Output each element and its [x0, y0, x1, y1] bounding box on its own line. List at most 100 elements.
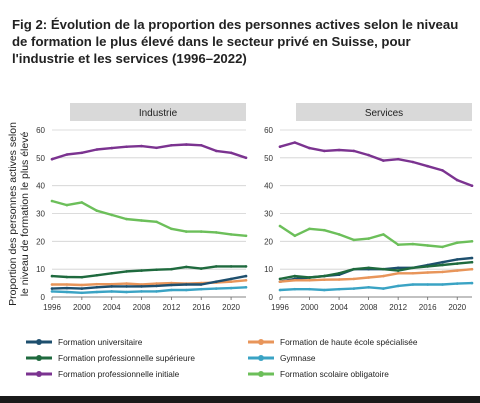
data-point-services-formation-scolaire-obligatoire-2020 — [455, 241, 459, 244]
legend-marker-formation-de-haute-ecole-specialisee — [258, 339, 264, 345]
data-point-industrie-formation-scolaire-obligatoire-2008 — [140, 219, 143, 222]
data-point-industrie-formation-universitaire-2020 — [229, 277, 233, 281]
data-point-services-gymnase-2022 — [470, 281, 474, 285]
data-point-services-formation-de-haute-ecole-specialisee-2014 — [411, 272, 415, 275]
data-point-services-formation-scolaire-obligatoire-2014 — [411, 242, 415, 246]
data-point-industrie-formation-professionnelle-superieure-2012 — [170, 267, 173, 271]
x-tick-label-industrie-2016: 2016 — [192, 303, 210, 312]
data-point-services-gymnase-2018 — [441, 283, 444, 286]
data-point-industrie-formation-professionnelle-initiale-2008 — [140, 144, 143, 148]
data-point-industrie-formation-professionnelle-initiale-2010 — [155, 146, 158, 150]
x-tick-label-services-2004: 2004 — [330, 303, 348, 312]
data-point-industrie-formation-professionnelle-superieure-1996 — [50, 274, 54, 278]
data-point-services-formation-universitaire-2018 — [441, 260, 444, 264]
data-point-services-gymnase-2010 — [382, 287, 385, 290]
data-point-industrie-gymnase-2002 — [95, 290, 99, 294]
data-point-industrie-formation-professionnelle-initiale-2012 — [170, 144, 173, 147]
data-point-services-formation-professionnelle-initiale-2000 — [308, 146, 311, 150]
x-tick-label-services-2016: 2016 — [419, 303, 437, 312]
x-tick-label-services-2000: 2000 — [301, 303, 319, 312]
data-point-industrie-formation-professionnelle-superieure-2002 — [95, 274, 99, 277]
y-tick-label-industrie-30: 30 — [36, 210, 45, 219]
data-point-industrie-formation-professionnelle-superieure-2014 — [185, 265, 188, 269]
series-line-services-formation-scolaire-obligatoire — [278, 224, 474, 249]
data-point-industrie-formation-universitaire-2006 — [125, 285, 128, 288]
data-point-industrie-gymnase-2010 — [155, 290, 158, 293]
series-line-services-gymnase — [278, 281, 474, 292]
data-point-services-formation-scolaire-obligatoire-2000 — [308, 227, 311, 231]
data-point-services-formation-de-haute-ecole-specialisee-2022 — [470, 267, 474, 271]
y-tick-label-industrie-0: 0 — [41, 293, 46, 302]
data-point-services-formation-professionnelle-initiale-2014 — [411, 160, 415, 164]
data-point-industrie-formation-de-haute-ecole-specialisee-2002 — [95, 282, 99, 286]
data-point-services-gymnase-2006 — [352, 287, 356, 290]
data-point-services-formation-scolaire-obligatoire-2002 — [323, 228, 326, 232]
data-point-services-gymnase-2004 — [337, 287, 341, 291]
y-tick-label-services-0: 0 — [269, 293, 274, 302]
data-point-industrie-formation-professionnelle-superieure-2018 — [214, 265, 218, 268]
data-point-industrie-formation-professionnelle-initiale-2022 — [244, 156, 248, 160]
y-tick-label-industrie-20: 20 — [36, 237, 45, 246]
panel-title-services: Services — [365, 108, 403, 119]
data-point-industrie-formation-universitaire-2014 — [185, 283, 188, 286]
data-point-services-formation-professionnelle-superieure-2002 — [323, 274, 326, 278]
legend-label-formation-scolaire-obligatoire: Formation scolaire obligatoire — [280, 369, 389, 379]
legend-label-formation-universitaire: Formation universitaire — [58, 337, 143, 347]
data-point-industrie-formation-de-haute-ecole-specialisee-2022 — [244, 279, 248, 282]
legend-marker-formation-professionnelle-initiale — [36, 371, 42, 377]
data-point-services-gymnase-2020 — [455, 282, 459, 285]
data-point-services-formation-professionnelle-superieure-2014 — [411, 266, 415, 270]
data-point-industrie-gymnase-2000 — [80, 291, 84, 295]
data-point-services-formation-universitaire-2022 — [470, 256, 474, 260]
data-point-industrie-formation-professionnelle-superieure-2000 — [80, 275, 84, 279]
x-tick-label-services-2020: 2020 — [448, 303, 466, 312]
data-point-industrie-formation-professionnelle-superieure-2006 — [125, 270, 128, 273]
y-tick-label-services-20: 20 — [264, 237, 273, 246]
y-axis-label-line-2: le niveau de formation le plus élevé — [19, 132, 31, 297]
data-point-services-formation-professionnelle-initiale-1996 — [278, 145, 282, 148]
data-point-industrie-gymnase-2018 — [214, 287, 218, 290]
data-point-industrie-formation-scolaire-obligatoire-2018 — [214, 231, 218, 234]
data-point-industrie-gymnase-2006 — [125, 290, 128, 294]
data-point-services-gymnase-2016 — [426, 283, 430, 286]
data-point-services-formation-de-haute-ecole-specialisee-2018 — [441, 270, 444, 274]
data-point-services-formation-universitaire-2020 — [455, 258, 459, 261]
legend-label-formation-de-haute-ecole-specialisee: Formation de haute école spécialisée — [280, 337, 418, 347]
data-point-industrie-gymnase-1996 — [50, 290, 54, 293]
x-tick-label-industrie-2012: 2012 — [162, 303, 180, 312]
data-point-industrie-gymnase-2004 — [110, 290, 113, 293]
x-tick-label-services-2012: 2012 — [389, 303, 407, 312]
y-tick-label-services-40: 40 — [264, 182, 273, 191]
data-point-industrie-formation-scolaire-obligatoire-2000 — [80, 201, 84, 204]
data-point-services-gymnase-1998 — [293, 287, 297, 291]
legend-label-formation-professionnelle-superieure: Formation professionnelle supérieure — [58, 353, 195, 363]
x-tick-label-industrie-2008: 2008 — [133, 303, 151, 312]
data-point-industrie-formation-scolaire-obligatoire-2014 — [185, 230, 188, 233]
data-point-services-formation-de-haute-ecole-specialisee-2000 — [308, 279, 311, 282]
data-point-services-formation-scolaire-obligatoire-2012 — [396, 243, 400, 246]
data-point-industrie-formation-professionnelle-superieure-2008 — [140, 269, 143, 272]
data-point-services-formation-professionnelle-superieure-2020 — [455, 262, 459, 265]
legend-marker-formation-professionnelle-superieure — [36, 355, 42, 361]
data-point-services-formation-scolaire-obligatoire-1998 — [293, 234, 297, 238]
data-point-services-formation-de-haute-ecole-specialisee-2020 — [455, 269, 459, 272]
data-point-services-formation-de-haute-ecole-specialisee-2008 — [367, 276, 370, 279]
data-point-services-formation-scolaire-obligatoire-2008 — [367, 237, 370, 240]
data-point-industrie-formation-scolaire-obligatoire-1996 — [50, 199, 54, 203]
data-point-industrie-formation-universitaire-2008 — [140, 285, 143, 288]
data-point-industrie-formation-professionnelle-initiale-2020 — [229, 151, 233, 155]
data-point-industrie-formation-professionnelle-initiale-1998 — [65, 153, 69, 156]
data-point-services-formation-professionnelle-superieure-1998 — [293, 274, 297, 278]
data-point-industrie-formation-universitaire-2012 — [170, 283, 173, 287]
data-point-industrie-formation-professionnelle-superieure-2004 — [110, 272, 113, 275]
data-point-industrie-formation-de-haute-ecole-specialisee-1998 — [65, 283, 69, 286]
data-point-services-formation-professionnelle-initiale-2002 — [323, 149, 326, 153]
data-point-services-gymnase-1996 — [278, 288, 282, 292]
data-point-services-formation-professionnelle-superieure-2004 — [337, 272, 341, 275]
series-line-industrie-formation-professionnelle-initiale — [50, 143, 248, 161]
x-tick-label-industrie-2020: 2020 — [222, 303, 240, 312]
series-line-industrie-formation-universitaire — [50, 274, 248, 290]
data-point-services-formation-professionnelle-initiale-2016 — [426, 164, 430, 168]
data-point-services-formation-scolaire-obligatoire-2006 — [352, 238, 356, 242]
